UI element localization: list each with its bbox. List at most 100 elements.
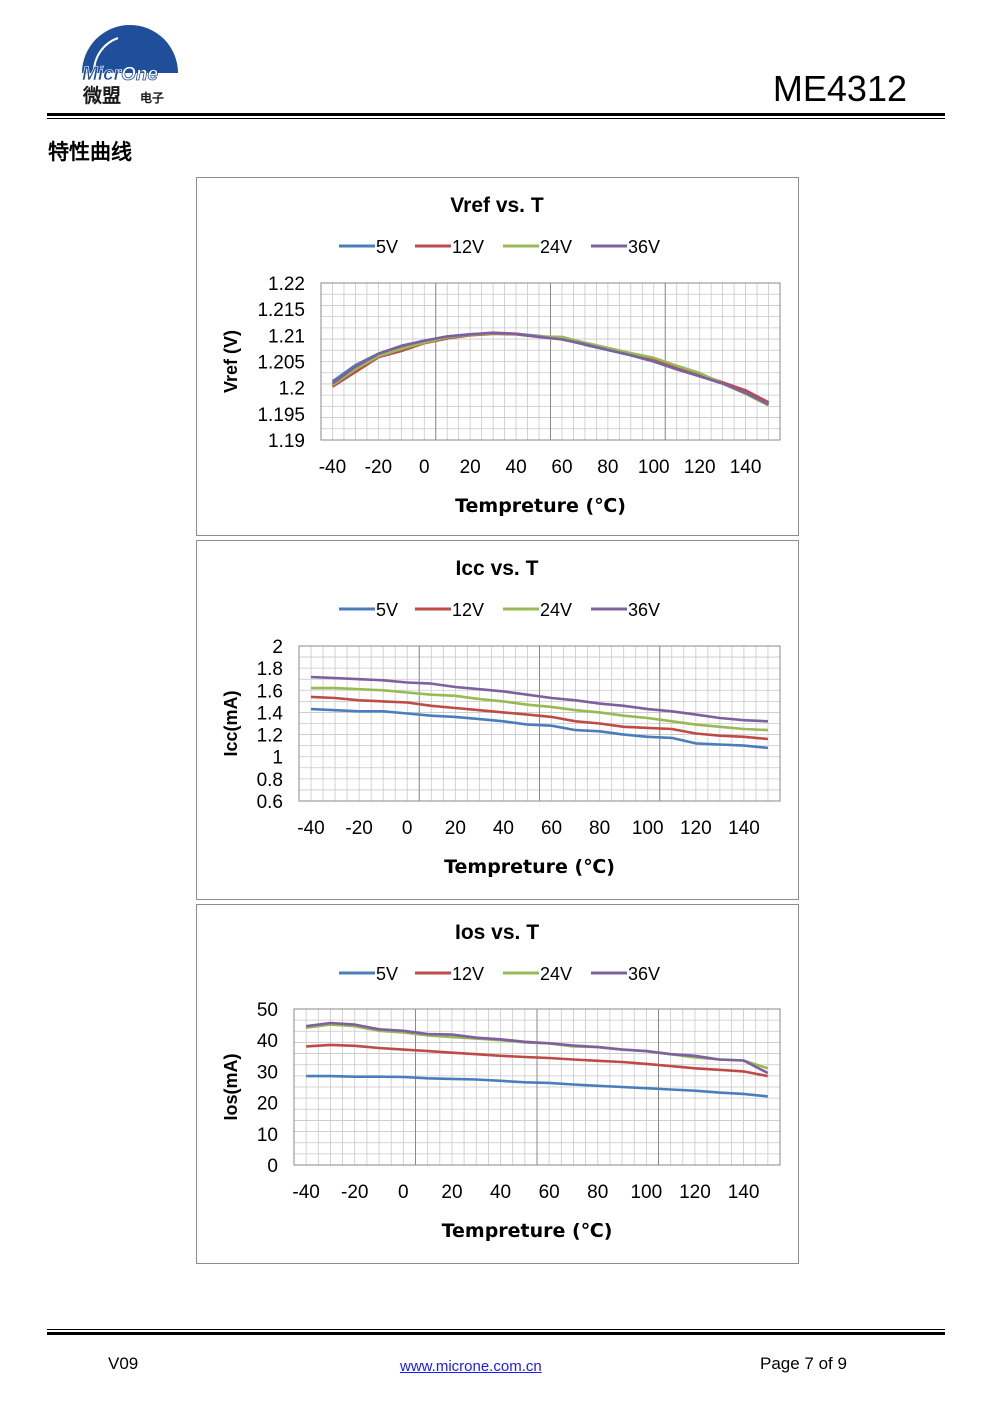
x-tick-label: 100 (638, 457, 670, 478)
svg-text:MicrOne: MicrOne (82, 64, 158, 85)
y-tick-label: 50 (257, 1000, 278, 1021)
y-tick-label: 0.6 (257, 792, 283, 813)
footer-rule (47, 1332, 945, 1335)
x-tick-label: 140 (728, 818, 760, 839)
header-rule-thin (47, 118, 945, 119)
x-axis-label: Tempreture (℃) (444, 856, 615, 878)
y-tick-label: 30 (257, 1062, 278, 1083)
y-axis-label: Ios(mA) (221, 1053, 241, 1120)
legend-label-24v: 24V (540, 964, 572, 984)
chart-title: Icc vs. T (456, 557, 539, 580)
x-tick-label: -20 (341, 1182, 368, 1203)
chart-title: Ios vs. T (455, 921, 539, 944)
y-tick-label: 1.19 (268, 431, 305, 452)
footer-url-wrap: www.microne.com.cn (400, 1356, 542, 1376)
chart-grid (320, 282, 781, 441)
y-tick-label: 40 (257, 1031, 278, 1052)
x-tick-label: 40 (493, 818, 514, 839)
chart-icc: Icc vs. T 5V 12V 24V 36V 0.6 0.8 1 1.2 1.4 1.6 1.8 2… (196, 540, 799, 900)
series-line-12v (310, 695, 769, 741)
x-tick-label: -20 (365, 457, 392, 478)
x-tick-label: 20 (441, 1182, 462, 1203)
x-tick-label: -40 (319, 457, 346, 478)
series-line-5v (306, 1074, 768, 1098)
x-tick-label: 20 (445, 818, 466, 839)
chart-title: Vref vs. T (450, 194, 544, 217)
series-line-36v (310, 675, 769, 723)
chart-ios: Ios vs. T 5V 12V 24V 36V 0 10 20 30 40 50 -40 -20 0 20… (196, 904, 799, 1264)
y-tick-label: 1.2 (279, 379, 305, 400)
x-tick-label: -40 (292, 1182, 319, 1203)
plot-area-border (298, 645, 781, 802)
y-tick-label: 1.215 (257, 300, 305, 321)
y-tick-label: 1.4 (257, 703, 284, 724)
logo-text-one: One (121, 64, 158, 85)
y-tick-label: 0 (267, 1156, 278, 1177)
x-tick-label: 40 (506, 457, 527, 478)
section-title: 特性曲线 (48, 140, 132, 164)
logo-text-cn: 微盟 (82, 84, 121, 107)
y-tick-label: 1.8 (257, 659, 283, 680)
y-tick-label: 10 (257, 1125, 278, 1146)
y-tick-label: 1.2 (257, 726, 283, 747)
x-tick-label: -20 (345, 818, 372, 839)
y-tick-label: 1 (272, 748, 283, 769)
company-logo: MicrOne 微盟 电子 (78, 18, 183, 110)
legend-label-12v: 12V (452, 964, 484, 984)
x-tick-label: 0 (398, 1182, 409, 1203)
footer-version: V09 (108, 1354, 139, 1373)
x-tick-label: 0 (402, 818, 413, 839)
x-tick-label: 80 (597, 457, 618, 478)
header-rule (47, 113, 945, 116)
y-tick-label: 1.22 (268, 274, 305, 295)
footer-url-link[interactable]: www.microne.com.cn (400, 1358, 542, 1375)
x-tick-label: 100 (630, 1182, 662, 1203)
series-line-36v (306, 1021, 769, 1075)
legend-label-5v: 5V (376, 600, 398, 620)
x-axis-label: Tempreture (℃) (442, 1220, 613, 1242)
legend-label-12v: 12V (452, 600, 484, 620)
series-line-24v (331, 331, 770, 407)
chart-grid (293, 1008, 781, 1166)
series-line-5v (310, 707, 769, 750)
x-tick-label: 0 (419, 457, 430, 478)
y-axis-label: Icc(mA) (221, 690, 241, 756)
legend-label-24v: 24V (540, 237, 572, 257)
chart-icc-svg: Icc vs. T5V 12V 24V 36V0.60.811.21.41.61.82… (221, 557, 781, 878)
x-tick-label: 120 (684, 457, 716, 478)
footer-rule-thin (47, 1329, 945, 1330)
x-tick-label: 60 (551, 457, 572, 478)
x-tick-label: 60 (539, 1182, 560, 1203)
plot-area-border (320, 282, 781, 441)
x-tick-label: 60 (541, 818, 562, 839)
chart-grid (298, 645, 781, 802)
x-tick-label: -40 (297, 818, 324, 839)
x-tick-label: 80 (589, 818, 610, 839)
x-tick-label: 140 (730, 457, 762, 478)
x-tick-label: 40 (490, 1182, 511, 1203)
y-tick-label: 1.21 (268, 326, 305, 347)
plot-area-border (293, 1008, 781, 1166)
legend-label-24v: 24V (540, 600, 572, 620)
legend-label-5v: 5V (376, 964, 398, 984)
x-tick-label: 20 (460, 457, 481, 478)
series-line-24v (311, 686, 769, 732)
x-tick-label: 120 (679, 1182, 711, 1203)
y-tick-label: 1.6 (257, 681, 283, 702)
y-tick-label: 1.205 (257, 353, 305, 374)
y-axis-label: Vref (V) (221, 330, 241, 393)
x-tick-label: 120 (680, 818, 712, 839)
footer-page-number: Page 7 of 9 (760, 1354, 847, 1373)
series-line-12v (306, 1043, 769, 1078)
x-tick-label: 80 (587, 1182, 608, 1203)
x-axis-label: Tempreture (℃) (455, 495, 626, 517)
chart-ios-svg: Ios vs. T 5V 12V 24V 36V 0 10 20 30 40 50 -40 -20 0 20… (221, 921, 781, 1242)
chart-vref: Vref vs. T 5V 12V 24V 36V 1.19 1.195 1.2 1.205 1.… (196, 177, 799, 536)
legend-label-36v: 36V (628, 237, 660, 257)
legend-label-36v: 36V (628, 600, 660, 620)
chart-vref-svg: Vref vs. T 5V 12V 24V 36V 1.19 1.195 1.2 1.205 1.… (221, 194, 781, 517)
logo-arc-icon (82, 25, 178, 73)
part-number: ME4312 (772, 68, 907, 109)
x-tick-label: 140 (728, 1182, 760, 1203)
legend-label-36v: 36V (628, 964, 660, 984)
